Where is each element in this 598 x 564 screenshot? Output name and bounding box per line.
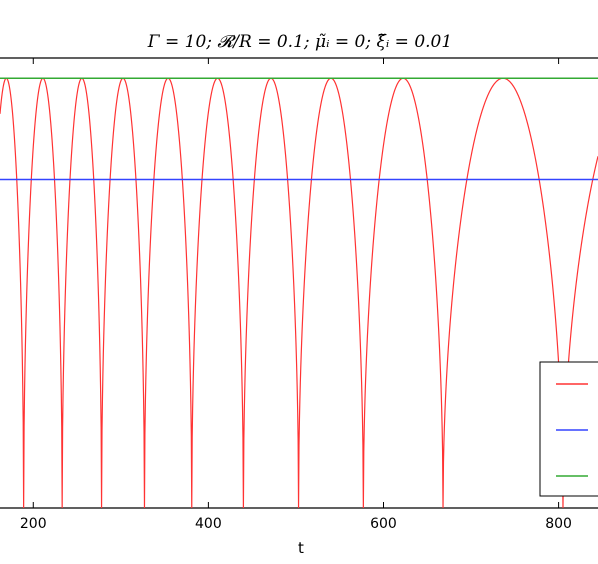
legend <box>539 361 598 497</box>
x-tick-label: 800 <box>545 516 572 532</box>
x-axis-label: t <box>298 539 304 557</box>
series-line-red <box>0 77 598 509</box>
x-tick-label: 600 <box>370 516 397 532</box>
series-layer <box>0 77 598 509</box>
x-tick-label: 200 <box>20 516 47 532</box>
chart-title: Γ = 10; 𝓡/R = 0.1; μ̃ᵢ = 0; ξ̃ᵢ = 0.01 <box>147 32 452 52</box>
x-tick-label: 400 <box>195 516 222 532</box>
x-axis: 200 400 600 800 <box>20 58 572 532</box>
